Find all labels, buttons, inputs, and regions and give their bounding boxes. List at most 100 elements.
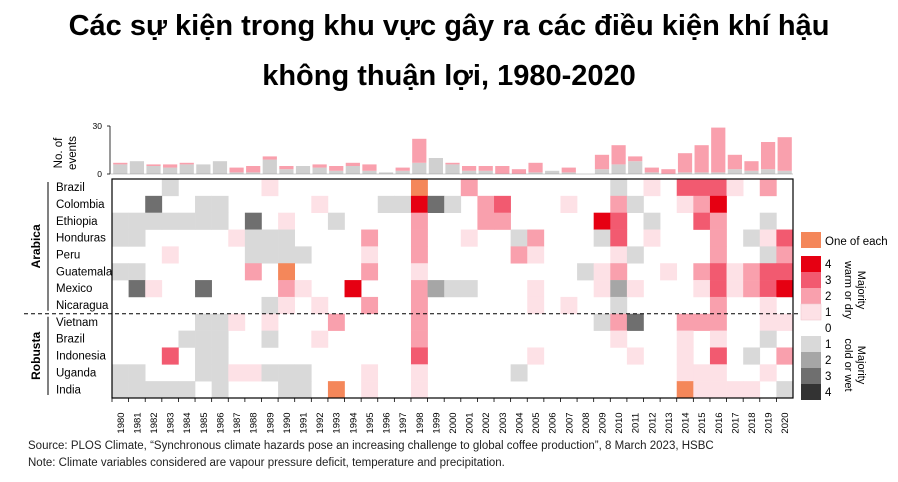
heatmap-cell xyxy=(195,347,212,365)
heatmap-cell xyxy=(211,381,229,399)
heatmap-cell xyxy=(261,330,279,348)
year-tick-label: 1988 xyxy=(249,412,260,433)
bar-cold xyxy=(196,164,211,174)
legend-level-label: 3 xyxy=(825,371,831,383)
heatmap-cell xyxy=(261,296,279,315)
chart-title-line-2: không thuận lợi, 1980-2020 xyxy=(262,60,636,92)
heatmap-cell xyxy=(278,212,296,230)
country-label: India xyxy=(56,384,82,396)
bar-cold xyxy=(246,172,261,174)
heatmap-cell xyxy=(676,195,694,213)
country-label: Peru xyxy=(56,250,80,262)
heatmap-cell xyxy=(128,212,146,230)
year-tick-label: 2015 xyxy=(697,412,708,433)
year-tick-label: 1994 xyxy=(348,412,359,433)
heatmap-cell xyxy=(361,229,379,247)
heatmap-cell xyxy=(244,263,262,281)
bar-cold xyxy=(594,169,610,174)
year-tick-label: 2014 xyxy=(681,412,692,433)
heatmap-cell xyxy=(112,263,129,281)
heatmap-cell xyxy=(161,179,179,197)
bar-warm xyxy=(163,164,178,168)
heatmap-cell xyxy=(593,313,611,331)
year-tick-label: 2001 xyxy=(465,412,476,433)
heatmap-cell xyxy=(693,195,711,213)
bar-cold xyxy=(445,164,460,174)
legend-swatch-warm xyxy=(801,256,821,272)
heatmap-cell xyxy=(211,347,229,365)
country-label: Vietnam xyxy=(56,317,98,329)
year-tick-label: 2012 xyxy=(647,412,658,433)
heatmap-cell xyxy=(211,195,229,213)
heatmap-cell xyxy=(709,330,727,348)
heatmap-cell xyxy=(626,280,644,298)
heatmap-cell xyxy=(327,212,345,230)
bar-warm xyxy=(312,164,327,168)
heatmap-cell xyxy=(676,381,694,399)
bar-warm xyxy=(694,145,709,173)
legend-level-label: 0 xyxy=(825,323,831,335)
heatmap-cell xyxy=(477,195,495,213)
heatmap-cell xyxy=(228,364,246,382)
heatmap-cell xyxy=(244,246,262,264)
heatmap-cell xyxy=(244,229,262,247)
heatmap-cell xyxy=(294,381,312,399)
heatmap-cell xyxy=(610,296,628,315)
heatmap-cell xyxy=(427,280,445,298)
bar-warm xyxy=(279,166,294,170)
country-label: Colombia xyxy=(56,199,105,211)
year-tick-label: 1984 xyxy=(182,412,193,433)
heatmap-cell xyxy=(626,195,644,213)
country-label: Uganda xyxy=(56,367,97,379)
bar-cold xyxy=(329,170,344,174)
bar-cold xyxy=(279,169,294,174)
heatmap-cell xyxy=(709,229,727,247)
heatmap-cell xyxy=(693,313,711,331)
heatmap-cell xyxy=(743,347,761,365)
footnote: Note: Climate variables considered are v… xyxy=(28,457,505,469)
legend-group-label: Majority xyxy=(855,346,867,385)
bar-cold xyxy=(378,172,394,174)
heatmap-cell xyxy=(560,296,578,315)
bar-cold xyxy=(428,158,443,174)
bar-cold xyxy=(628,161,643,174)
heatmap-cell xyxy=(726,179,744,197)
year-tick-label: 2004 xyxy=(514,412,525,433)
heatmap-cell xyxy=(211,330,229,348)
heatmap-cell xyxy=(759,246,777,264)
legend-label: One of each xyxy=(825,236,888,248)
heatmap-cell xyxy=(145,381,163,399)
year-tick-label: 2013 xyxy=(664,412,675,433)
heatmap-cell xyxy=(195,195,212,213)
heatmap-cell xyxy=(294,364,312,382)
year-tick-label: 1989 xyxy=(265,412,276,433)
heatmap-cell xyxy=(477,212,495,230)
legend-swatch-warm xyxy=(800,303,822,321)
legend-level-label: 1 xyxy=(825,339,831,351)
bar-warm xyxy=(611,145,626,165)
heatmap-cell xyxy=(377,195,395,213)
heatmap-cell xyxy=(776,313,794,331)
heatmap-cell xyxy=(161,212,179,230)
legend-level-label: 2 xyxy=(825,291,831,303)
country-label: Guatemala xyxy=(56,266,113,278)
heatmap-cell xyxy=(444,280,462,298)
bar-warm xyxy=(412,138,427,163)
heatmap-cell xyxy=(709,296,727,315)
heatmap-cell xyxy=(410,280,428,298)
year-tick-label: 1992 xyxy=(315,412,326,433)
heatmap-cell xyxy=(410,296,428,315)
bar-cold xyxy=(295,166,311,174)
group-label: Arabica xyxy=(29,224,43,268)
heatmap-cell xyxy=(410,229,428,247)
heatmap-cell xyxy=(128,381,146,399)
heatmap-cell xyxy=(460,229,478,247)
heatmap-cell xyxy=(643,212,661,230)
heatmap-cell xyxy=(759,229,777,247)
heatmap-cell xyxy=(743,229,761,247)
bar-cold xyxy=(478,170,493,174)
bar-cold xyxy=(146,166,161,174)
year-tick-label: 1990 xyxy=(282,412,293,433)
year-tick-label: 2010 xyxy=(614,412,625,433)
bar-warm xyxy=(777,137,792,171)
